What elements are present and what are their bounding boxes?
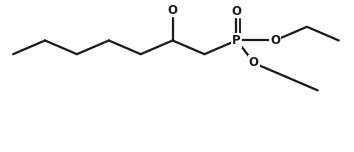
Text: O: O bbox=[249, 57, 259, 69]
Text: O: O bbox=[270, 34, 280, 47]
Text: P: P bbox=[232, 34, 241, 47]
Text: O: O bbox=[167, 4, 178, 17]
Text: O: O bbox=[232, 5, 241, 18]
